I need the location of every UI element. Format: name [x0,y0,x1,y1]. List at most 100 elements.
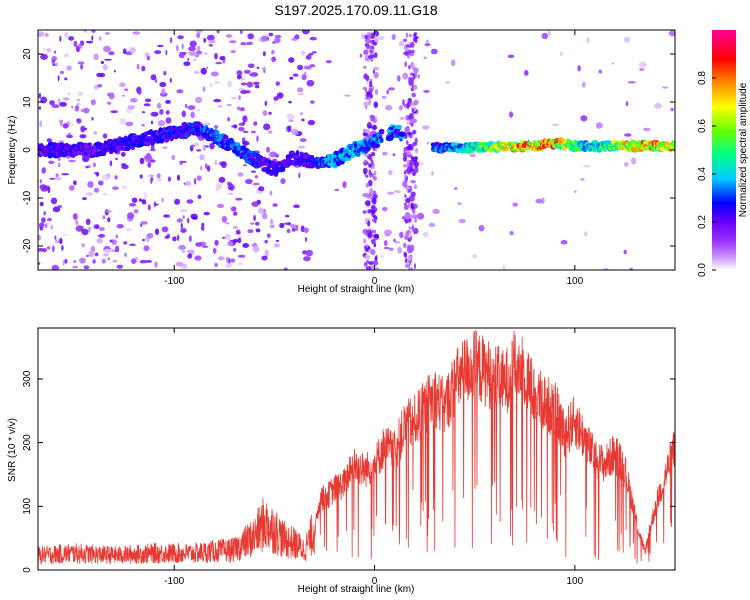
spectrogram-noise-cell [302,30,310,35]
spectrogram-noise-cell [261,67,267,71]
spectrogram-noise-cell [250,222,255,225]
spectrogram-noise-cell [176,174,181,181]
spectrogram-noise-cell [181,249,185,253]
spectrogram-noise-cell [404,170,407,175]
spectrogram-noise-cell [150,111,159,117]
spectrogram-noise-cell [196,149,202,152]
spectrogram-noise-cell [404,211,410,219]
spectrogram-noise-cell [193,71,201,74]
spectrogram-noise-cell [478,225,485,232]
spectrogram-noise-cell [373,72,379,79]
spectrogram-noise-cell [643,127,651,132]
spectrogram-noise-cell [367,209,372,214]
spectrogram-noise-cell [363,262,368,267]
spectrogram-noise-cell [364,39,371,44]
spectrogram-noise-cell [102,174,110,181]
spectrogram-noise-cell [86,40,94,44]
spectrogram-noise-cell [412,171,416,177]
spectrogram-noise-cell [406,152,412,156]
spectrogram-noise-cell [104,58,112,61]
spectrogram-noise-cell [187,57,190,62]
spectrogram-noise-cell [262,212,268,220]
spectrogram-ridge-cell [106,138,114,145]
spectrogram-noise-cell [398,105,403,111]
spectrogram-noise-cell [254,175,258,179]
spectrogram-noise-cell [76,102,80,106]
spectrogram-ridge-cell [222,134,229,140]
spectrogram-noise-cell [167,176,171,182]
spectrogram-noise-cell [108,51,115,56]
spectrogram-noise-cell [573,190,577,193]
spectrogram-noise-cell [41,189,48,192]
x-tick-label: 100 [566,276,583,287]
spectrogram-noise-cell [535,198,543,204]
spectrogram-noise-cell [364,87,368,94]
spectrogram-noise-cell [402,38,408,42]
spectrogram-noise-cell [264,239,269,244]
spectrogram-noise-cell [284,214,290,218]
spectrogram-noise-cell [76,98,81,102]
spectrogram-noise-cell [391,34,396,40]
spectrogram-noise-cell [81,228,89,236]
spectrogram-noise-cell [48,160,55,164]
spectrogram-noise-cell [194,54,200,58]
spectrogram-noise-cell [190,111,195,119]
spectrogram-noise-cell [362,210,367,214]
spectrogram-noise-cell [253,214,256,222]
spectrogram-noise-cell [218,176,226,183]
spectrogram-noise-cell [79,134,87,139]
spectrogram-noise-cell [104,210,112,213]
spectrogram-noise-cell [280,178,286,185]
spectrogram-noise-cell [191,216,198,220]
spectrogram-noise-cell [410,49,415,54]
spectrogram-noise-cell [237,254,246,258]
spectrogram-noise-cell [47,217,52,222]
spectrogram-noise-cell [195,96,203,104]
spectrogram-y-ticks: -20 -10 0 10 20 [22,48,675,253]
spectrogram-noise-cell [96,72,102,78]
spectrogram-noise-cell [393,190,401,194]
spectrogram-noise-cell [408,49,412,55]
spectrogram-noise-cell [414,263,416,270]
spectrogram-noise-cell [251,201,260,207]
spectrogram-noise-cell [236,74,242,80]
spectrogram-noise-cell [595,122,603,129]
spectrogram-noise-cell [507,54,515,58]
spectrogram-noise-cell [240,90,248,94]
y-tick-label: 200 [22,434,33,451]
spectrogram-noise-cell [108,92,115,100]
spectrogram-noise-cell [239,107,245,112]
spectrogram-noise-cell [298,172,301,179]
spectrogram-noise-cell [107,217,111,223]
spectrogram-noise-cell [164,235,169,239]
spectrogram-noise-cell [39,201,44,207]
spectrogram-noise-cell [380,255,384,258]
spectrogram-noise-cell [38,222,45,228]
spectrogram-noise-cell [406,54,411,59]
spectrogram-noise-cell [102,64,108,71]
spectrogram-noise-cell [246,41,254,46]
spectrogram-noise-cell [240,82,247,86]
spectrogram-noise-cell [512,202,518,207]
spectrogram-noise-cell [80,63,83,70]
spectrogram-noise-cell [423,89,430,93]
spectrogram-noise-cell [240,42,247,46]
spectrogram-noise-cell [305,249,313,257]
spectrogram-noise-cell [191,144,195,148]
spectrogram-noise-cell [249,73,252,77]
spectrogram-noise-cell [458,218,466,224]
spectrogram-noise-cell [271,49,275,55]
spectrogram-ridge-cell [373,143,381,149]
spectrogram-noise-cell [125,121,134,127]
spectrogram-noise-cell [140,221,148,225]
spectrogram-noise-cell [90,99,96,106]
spectrogram-noise-cell [63,53,70,58]
spectrogram-noise-cell [225,34,233,38]
spectrogram-noise-cell [131,258,137,265]
spectrogram-noise-cell [165,117,172,124]
spectrogram-noise-cell [55,62,59,67]
spectrogram-noise-cell [469,153,476,158]
spectrogram-noise-cell [195,242,203,247]
spectrogram-noise-cell [309,36,317,41]
spectrogram-noise-cell [216,203,225,209]
